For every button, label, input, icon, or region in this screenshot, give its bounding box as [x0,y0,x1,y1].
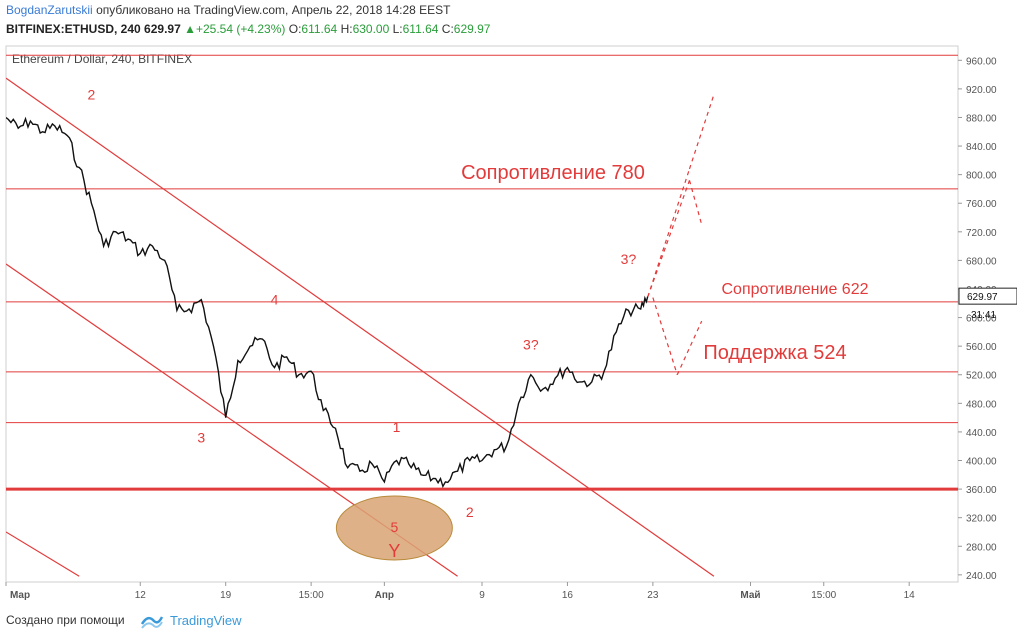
projection-line [676,320,703,375]
x-tick-label: Май [740,590,760,601]
x-tick-label: Мар [10,590,30,601]
y-tick-label: 360.00 [966,485,997,496]
y-tick-label: 240.00 [966,571,997,582]
projection-line [688,180,703,225]
y-tick-label: 440.00 [966,428,997,439]
symbol-info: BITFINEX:ETHUSD, 240 629.97 ▲+25.54 (+4.… [6,22,490,36]
close-label: C: [441,22,454,36]
projection-line [652,297,678,375]
y-tick-label: 720.00 [966,228,997,239]
y-tick-label: 920.00 [966,85,997,96]
wave-label: 5 [390,519,398,535]
x-tick-label: 16 [562,590,574,601]
x-tick-label: 9 [479,590,485,601]
wave-label: 3? [621,251,637,267]
price-change: +25.54 (+4.23%) [195,22,286,36]
x-tick-label: Апр [375,590,394,601]
x-tick-label: 14 [904,590,916,601]
chart-canvas[interactable]: 960.00 920.00 880.00 840.00 800.00 760.00 720.… [0,44,1017,606]
channel-line [6,77,715,577]
channel-line [6,531,80,577]
publish-info: BogdanZarutskii опубликовано на TradingV… [6,3,450,17]
high-value: 630.00 [352,22,390,36]
resistance-622-label: Сопротивление 622 [721,281,868,298]
projection-line [688,94,715,170]
wave-label: 4 [271,292,279,308]
open-label: O: [288,22,302,36]
y-tick-label: 600.00 [966,314,997,325]
x-tick-label: 12 [135,590,147,601]
x-tick-label: 19 [220,590,232,601]
highlight-ellipse [335,495,453,561]
x-tick-label: 23 [647,590,659,601]
y-tick-label: 880.00 [966,113,997,124]
y-tick-label: 480.00 [966,399,997,410]
plot-area [6,54,958,577]
low-label: L: [392,22,403,36]
projection-line [647,168,691,298]
y-tick-label: 840.00 [966,142,997,153]
y-tick-label: 560.00 [966,342,997,353]
up-arrow-icon: ▲ [184,22,196,36]
wave-label: 2 [466,504,474,520]
author-link[interactable]: BogdanZarutskii [6,3,93,17]
footer: Создано при помощи TradingView [0,606,1017,640]
wave-label: 2 [88,87,96,103]
y-tick-label: 320.00 [966,514,997,525]
close-value: 629.97 [453,22,491,36]
symbol-name: BITFINEX:ETHUSD, 240 [6,22,141,36]
last-price: 629.97 [144,22,181,36]
x-tick-label: 15:00 [811,590,836,601]
countdown-label: 31:41 [971,310,996,321]
y-tick-label: 760.00 [966,199,997,210]
high-label: H: [340,22,353,36]
open-value: 611.64 [301,22,338,36]
wave-label: 1 [393,419,401,435]
current-price-box [958,287,1017,305]
plot-frame [5,45,959,583]
y-tick-label: 680.00 [966,256,997,267]
y-tick-label: 800.00 [966,171,997,182]
price-series-line [6,116,649,489]
published-text: опубликовано на TradingView.com, Апрель … [96,3,451,17]
y-tick-label: 280.00 [966,542,997,553]
tradingview-logo-icon [140,616,164,629]
tradingview-brand-link[interactable]: TradingView [170,613,242,628]
resistance-780-label: Сопротивление 780 [461,162,645,184]
chart-header: BogdanZarutskii опубликовано на TradingV… [0,0,1017,44]
y-tick-label: 960.00 [966,56,997,67]
chart-title: Ethereum / Dollar, 240, BITFINEX [12,52,192,66]
current-price-label: 629.97 [967,292,998,303]
wave-label: Y [388,541,400,561]
wave-label: 3 [197,430,205,446]
low-value: 611.64 [402,22,439,36]
support-524-label: Поддержка 524 [703,342,846,364]
y-tick-label: 400.00 [966,457,997,468]
y-tick-label: 520.00 [966,371,997,382]
wave-label: 3? [523,337,539,353]
x-tick-label: 15:00 [299,590,324,601]
created-with-text: Создано при помощи [6,613,125,627]
